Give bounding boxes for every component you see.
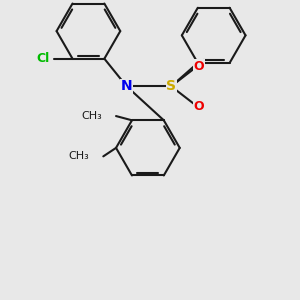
Text: O: O [194,60,204,73]
Text: CH₃: CH₃ [82,111,102,121]
Text: Cl: Cl [36,52,50,65]
Text: O: O [194,100,204,113]
Text: N: N [121,79,133,93]
Text: S: S [166,79,176,93]
Text: CH₃: CH₃ [69,152,89,161]
